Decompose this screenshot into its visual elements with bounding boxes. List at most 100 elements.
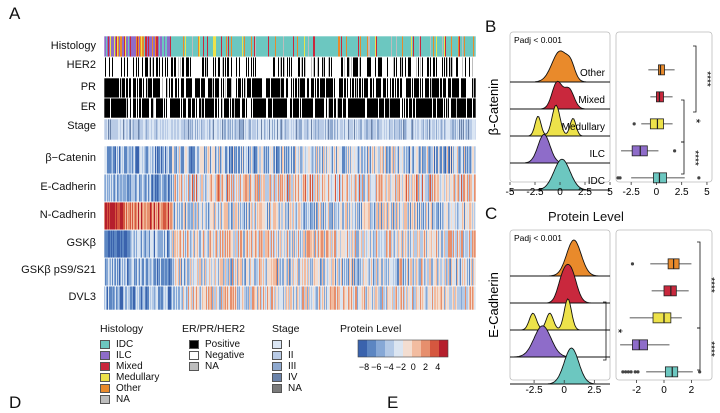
colorbar-tick: 2 — [423, 362, 428, 372]
box-mixed — [663, 285, 677, 297]
box-other — [658, 64, 665, 76]
box-x-tick: 5 — [704, 187, 710, 198]
ridge-x-tick: -2.5 — [525, 385, 543, 396]
legend-receptor-title: ER/PR/HER2 — [182, 323, 246, 335]
legend-stage-swatch — [272, 340, 282, 349]
row-label-er: ER — [80, 101, 96, 113]
legend-histology-swatch — [100, 395, 110, 404]
legend-stage-swatch — [272, 362, 282, 371]
box-medullary — [652, 312, 672, 324]
legend-receptor-label: Negative — [205, 350, 245, 361]
ridge-mixed — [510, 263, 610, 304]
row-label-stage: Stage — [67, 120, 96, 132]
legend-stage-label: IV — [288, 372, 298, 383]
colorbar-cell — [367, 340, 376, 357]
legend-histology-item: Medullary — [100, 372, 159, 383]
ridge-x-tick: 2.5 — [578, 187, 592, 198]
legend-stage-item: II — [272, 350, 302, 361]
group-label-mixed: Mixed — [578, 95, 605, 106]
legend-histology-label: NA — [116, 394, 130, 405]
row-label-histology: Histology — [50, 40, 96, 52]
colorbar-tick: −4 — [383, 362, 393, 372]
significance-label: **** — [705, 277, 716, 293]
colorbar-tick: 0 — [411, 362, 416, 372]
row-label-n-cadherin: N-Cadherin — [39, 209, 96, 221]
row-label-beta-catenin: β−Catenin — [45, 152, 96, 164]
row-label-dvl3: DVL3 — [68, 291, 96, 303]
panel-c-chart: Padj < 0.001-2.5 0 2.5 -2 0 2E-Cadherin ******… — [488, 229, 716, 396]
panel-b-chart: Padj < 0.001OtherMixedMedullaryILCIDC-5-… — [488, 31, 713, 198]
legend-stage-item: IV — [272, 372, 302, 383]
legend-receptor-item: Positive — [189, 339, 245, 350]
legend-stage-label: II — [288, 350, 294, 361]
legend-histology-swatch — [100, 384, 110, 393]
box-idc — [664, 366, 679, 378]
significance-label: **** — [689, 150, 700, 166]
box-x-tick: 2 — [689, 385, 695, 396]
colorbar-cell — [421, 340, 430, 357]
legend-stage-swatch — [272, 384, 282, 393]
legend-receptor-swatch — [189, 351, 199, 360]
legend-histology-item: Mixed — [100, 361, 159, 372]
ridge-idc — [510, 347, 610, 385]
box-x-tick: 2.5 — [675, 187, 689, 198]
legend-receptor-swatch — [189, 362, 199, 371]
heatmap — [104, 35, 476, 311]
box-x-tick: 0 — [661, 385, 667, 396]
legend-histology-swatch — [100, 373, 110, 382]
protein-colorbar: −8 −6 −4 −2 0 2 4 — [357, 339, 449, 372]
legend-stage-item: III — [272, 361, 302, 372]
legend-stage-title: Stage — [272, 323, 300, 335]
significance-label: * — [689, 119, 703, 124]
legend-histology: Histology IDC ILC Mixed Medullary Other NA — [100, 323, 159, 405]
colorbar-cell — [412, 340, 421, 357]
box-x-tick: -2 — [632, 385, 641, 396]
legend-receptor-item: NA — [189, 361, 245, 372]
row-label-her2: HER2 — [66, 59, 96, 71]
ridge-ilc — [510, 325, 610, 358]
ridge-medullary — [510, 104, 610, 137]
ridge-other — [510, 50, 610, 83]
legend-histology-swatch — [100, 340, 110, 349]
ridge-x-tick: 2.5 — [587, 385, 601, 396]
legend-receptor-swatch — [189, 340, 199, 349]
ridge-medullary — [510, 298, 610, 331]
box-ilc — [632, 339, 648, 351]
panel-letter-a: A — [9, 4, 21, 23]
legend-receptor-label: Positive — [205, 339, 241, 350]
legend-histology-title: Histology — [100, 323, 144, 335]
group-label-other: Other — [580, 68, 606, 79]
colorbar-cell — [394, 340, 403, 357]
legend-stage-swatch — [272, 373, 282, 382]
ridge-x-tick: 0 — [557, 187, 563, 198]
legend-protein: Protein Level −8 −6 −4 −2 0 2 4 — [340, 323, 450, 381]
legend-stage-item: NA — [272, 383, 302, 394]
legend-histology-label: Medullary — [116, 372, 160, 383]
ridge-other — [510, 239, 610, 277]
colorbar-cell — [439, 340, 448, 357]
legend-histology-label: ILC — [116, 350, 132, 361]
legend-histology-item: IDC — [100, 339, 159, 350]
row-label-gskb-ps9: GSKβ pS9/S21 — [21, 264, 96, 276]
group-label-idc: IDC — [588, 176, 605, 187]
significance-label: **** — [705, 341, 716, 357]
box-x-tick: -2.5 — [623, 187, 641, 198]
ridge-x-tick: -5 — [506, 187, 515, 198]
significance-label: * — [611, 329, 625, 334]
colorbar-tick: −8 — [359, 362, 369, 372]
legend-protein-title: Protein Level — [340, 323, 402, 335]
legend-stage-label: III — [288, 361, 297, 372]
significance-label: **** — [701, 71, 712, 87]
row-label-gskb: GSKβ — [66, 237, 96, 249]
legend-histology-label: Other — [116, 383, 142, 394]
x-axis-title: Protein Level — [548, 209, 624, 224]
legend-stage-label: NA — [288, 383, 302, 394]
padj-label: Padj < 0.001 — [514, 233, 562, 243]
ridge-x-tick: 0 — [561, 385, 567, 396]
panel-letter-d: D — [9, 393, 22, 412]
legend-histology-swatch — [100, 351, 110, 360]
colorbar-tick: −2 — [396, 362, 406, 372]
colorbar-cell — [376, 340, 385, 357]
row-label-e-cadherin: E-Cadherin — [40, 181, 96, 193]
ridge-x-tick: 5 — [607, 187, 613, 198]
